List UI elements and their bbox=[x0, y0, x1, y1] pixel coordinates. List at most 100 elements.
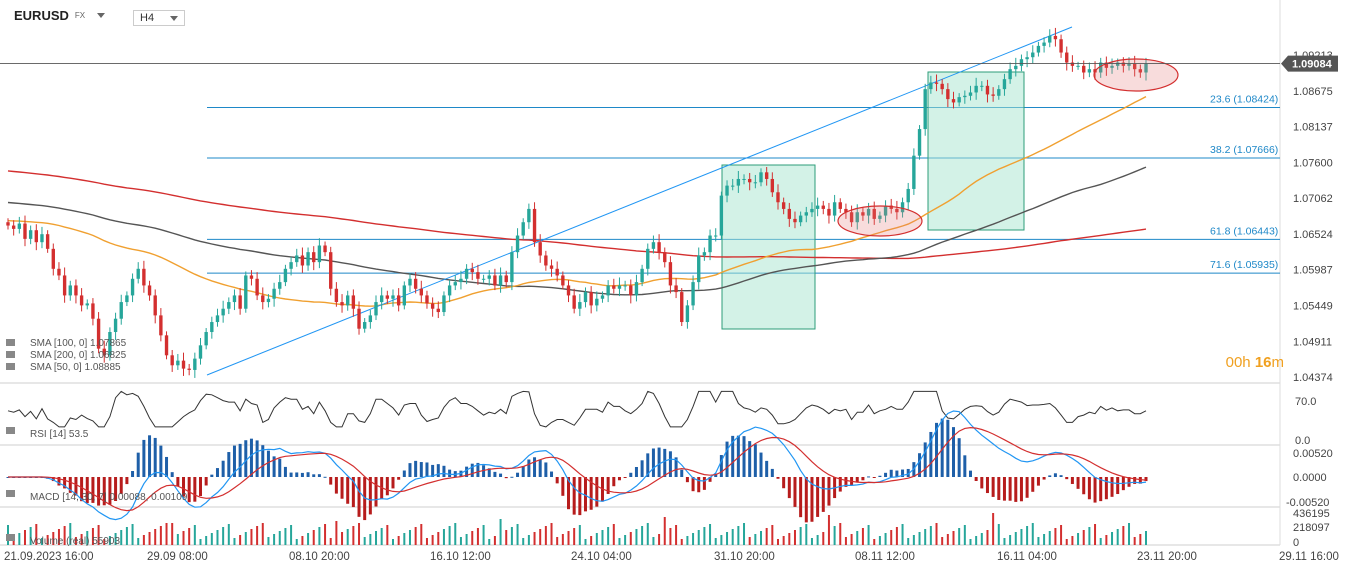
macd-histogram-bar bbox=[1048, 475, 1052, 477]
macd-histogram-bar bbox=[1036, 477, 1040, 486]
macd-histogram-bar bbox=[329, 477, 333, 485]
candle-body bbox=[1099, 62, 1103, 73]
volume-bar bbox=[386, 525, 389, 545]
macd-histogram-bar bbox=[51, 477, 55, 482]
candle-body bbox=[895, 208, 899, 213]
volume-bar bbox=[1122, 526, 1125, 545]
volume-bar bbox=[1031, 523, 1034, 545]
volume-bar bbox=[222, 527, 225, 545]
candle-body bbox=[17, 223, 22, 229]
candle-body bbox=[759, 172, 763, 183]
candle-body bbox=[889, 205, 893, 209]
volume-bar bbox=[980, 533, 983, 545]
volume-bar bbox=[52, 532, 55, 545]
volume-bar bbox=[216, 530, 219, 545]
candle-body bbox=[929, 82, 933, 90]
macd-histogram-bar bbox=[697, 477, 701, 493]
macd-histogram-bar bbox=[685, 477, 689, 483]
candle-body bbox=[912, 155, 916, 189]
macd-histogram-bar bbox=[499, 473, 503, 477]
macd-histogram-bar bbox=[844, 477, 848, 487]
macd-histogram-bar bbox=[657, 447, 661, 477]
candle-body bbox=[515, 235, 520, 253]
volume-bar bbox=[1014, 532, 1017, 545]
price-tick-label: 1.08137 bbox=[1293, 122, 1333, 134]
candle-body bbox=[866, 208, 871, 216]
macd-histogram-bar bbox=[510, 476, 514, 478]
candle-body bbox=[181, 360, 186, 369]
volume-bar bbox=[765, 528, 768, 545]
volume-bar bbox=[476, 528, 479, 545]
macd-histogram-bar bbox=[878, 475, 882, 477]
macd-histogram-bar bbox=[1093, 477, 1097, 503]
volume-bar bbox=[658, 534, 661, 545]
legend-icon bbox=[6, 363, 15, 370]
volume-bar bbox=[97, 525, 100, 545]
macd-histogram-bar bbox=[861, 477, 865, 481]
sma-legend-label: SMA [50, 0] 1.08885 bbox=[30, 362, 121, 373]
highlight-zone bbox=[721, 164, 816, 330]
volume-bar bbox=[459, 537, 462, 545]
macd-histogram-bar bbox=[357, 477, 361, 517]
volume-bar bbox=[80, 534, 83, 545]
volume-bar bbox=[1077, 533, 1080, 545]
macd-histogram-bar bbox=[612, 477, 616, 487]
volume-bar bbox=[442, 529, 445, 545]
volume-bar bbox=[912, 535, 915, 545]
volume-bar bbox=[341, 532, 344, 545]
candle-body bbox=[844, 208, 848, 213]
candle-body bbox=[1104, 62, 1109, 68]
volume-bar bbox=[760, 531, 763, 545]
macd-histogram-bar bbox=[391, 477, 395, 489]
volume-bar bbox=[465, 534, 468, 545]
candle-body bbox=[57, 268, 61, 276]
volume-bar bbox=[675, 525, 678, 545]
macd-histogram-bar bbox=[272, 456, 276, 477]
candle-body bbox=[261, 295, 265, 303]
macd-histogram-bar bbox=[153, 437, 157, 477]
candle-body bbox=[572, 295, 576, 309]
macd-histogram-bar bbox=[1008, 477, 1012, 501]
volume-bar bbox=[176, 534, 179, 545]
candle-body bbox=[425, 295, 429, 304]
volume-bar bbox=[182, 531, 185, 545]
macd-histogram-bar bbox=[323, 476, 327, 478]
macd-histogram-bar bbox=[63, 477, 67, 489]
macd-histogram-bar bbox=[527, 459, 531, 477]
macd-histogram-bar bbox=[963, 455, 967, 477]
candle-body bbox=[96, 318, 101, 349]
macd-line bbox=[8, 410, 1147, 521]
volume-bar bbox=[963, 525, 966, 545]
candle-body bbox=[1116, 62, 1120, 66]
candle-body bbox=[606, 285, 610, 296]
candle-body bbox=[719, 195, 724, 236]
candle-body bbox=[634, 282, 639, 296]
symbol-selector[interactable]: EURUSD FX bbox=[14, 8, 106, 23]
legend-icon bbox=[6, 490, 15, 497]
volume-bar bbox=[142, 535, 145, 545]
candle-body bbox=[538, 242, 542, 256]
candle-body bbox=[159, 315, 163, 336]
candle-body bbox=[255, 278, 259, 296]
candle-body bbox=[629, 285, 633, 296]
macd-histogram-bar bbox=[351, 477, 355, 508]
macd-histogram-bar bbox=[793, 477, 797, 507]
volume-bar bbox=[256, 526, 259, 545]
macd-histogram-bar bbox=[906, 468, 910, 477]
macd-histogram-bar bbox=[561, 477, 565, 496]
timer-minutes: 16 bbox=[1254, 354, 1272, 371]
candle-body bbox=[396, 295, 401, 306]
volume-bar bbox=[448, 526, 451, 545]
volume-bar bbox=[895, 527, 898, 545]
macd-histogram-bar bbox=[821, 477, 825, 512]
timeframe-selector[interactable]: H4 bbox=[133, 10, 186, 26]
volume-bar bbox=[697, 530, 700, 545]
macd-histogram-bar bbox=[102, 477, 106, 506]
macd-histogram-bar bbox=[923, 442, 927, 477]
volume-bar bbox=[1009, 535, 1012, 545]
macd-histogram-bar bbox=[617, 477, 621, 481]
macd-histogram-bar bbox=[1070, 477, 1074, 484]
macd-signal-line bbox=[8, 426, 1147, 512]
volume-bar bbox=[108, 536, 111, 545]
